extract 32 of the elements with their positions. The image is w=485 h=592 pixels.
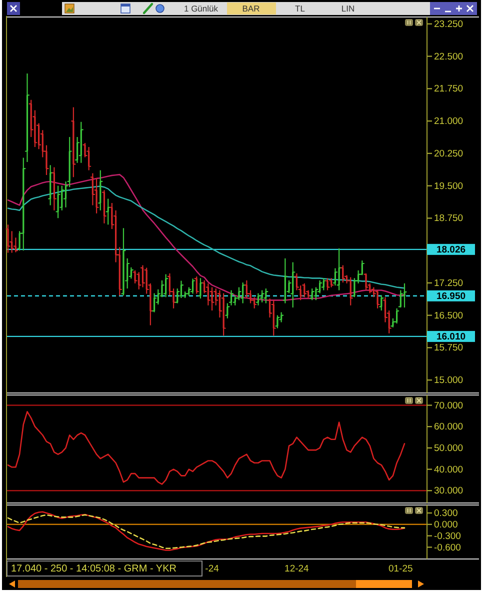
y-tick-label: 15.750 <box>434 342 464 354</box>
y-tick-label: 16.500 <box>434 310 464 322</box>
x-tick-label: 12-24 <box>284 563 309 574</box>
text: 17.040 - 250 - 14:05:08 - GRM - YKR <box>11 563 176 574</box>
y-tick-label: 70.000 <box>434 400 464 412</box>
y-tick-label: -0.300 <box>434 530 461 542</box>
y-tick-label: 60.000 <box>434 422 464 433</box>
text: TL <box>295 4 306 14</box>
y-tick-label: 17.250 <box>434 278 464 289</box>
text: BAR <box>242 4 260 14</box>
y-tick-label: 20.250 <box>434 148 464 160</box>
y-tick-label: 19.500 <box>434 180 464 192</box>
y-tick-label: 18.750 <box>434 213 464 224</box>
y-tick-label: 21.750 <box>434 84 464 95</box>
y-tick-label: 15.000 <box>434 375 464 386</box>
x-tick-label: 01-25 <box>388 563 413 574</box>
text: 1 Günlük <box>184 4 219 14</box>
y-tick-label: -0.600 <box>434 542 461 554</box>
ref-line-label: 16.010 <box>436 330 466 342</box>
y-tick-label: 50.000 <box>434 442 464 454</box>
y-tick-label: 21.000 <box>434 116 464 128</box>
y-tick-label: 0.300 <box>434 508 458 520</box>
y-tick-label: 22.500 <box>434 51 464 62</box>
ref-line-label: 16.950 <box>436 290 466 302</box>
text: LIN <box>341 4 355 14</box>
y-tick-label: 23.250 <box>434 18 464 30</box>
y-tick-label: 40.000 <box>434 464 464 476</box>
line-series <box>7 411 406 485</box>
x-tick-label: -24 <box>205 563 219 574</box>
y-tick-label: 30.000 <box>434 486 464 497</box>
y-tick-label: 0.000 <box>434 519 458 530</box>
ref-line-label: 18.026 <box>436 244 466 255</box>
